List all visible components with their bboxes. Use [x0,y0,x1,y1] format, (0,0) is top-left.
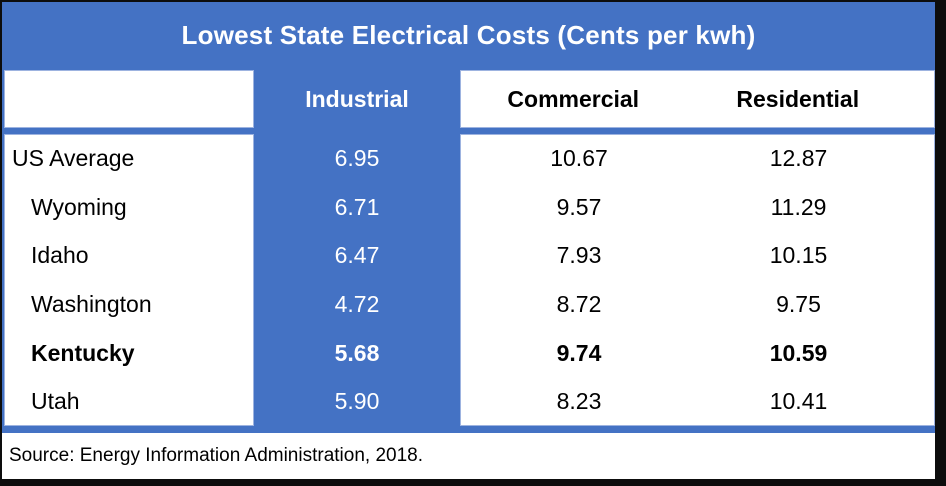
header-residential: Residential [736,85,860,112]
values-column-background [460,134,935,426]
table-row: Wyoming 6.71 9.57 11.29 [2,183,935,232]
industrial-value: 5.68 [334,339,380,366]
residential-value: 10.59 [769,339,828,366]
header-commercial: Commercial [507,85,640,112]
table-row: Idaho 6.47 7.93 10.15 [2,231,935,280]
table-row: Washington 4.72 8.72 9.75 [2,280,935,329]
row-label: Wyoming [31,193,127,220]
table-header-row: Industrial Commercial Residential [2,70,935,128]
table-row: Kentucky 5.68 9.74 10.59 [2,329,935,378]
residential-value: 10.15 [769,242,828,269]
residential-value: 9.75 [776,290,821,317]
state-column-background [4,134,254,426]
row-label: Utah [31,388,80,415]
residential-value: 12.87 [769,144,828,171]
table-body-rows: US Average 6.95 10.67 12.87 Wyoming 6.71… [2,134,935,426]
row-label: Idaho [31,242,89,269]
header-industrial: Industrial [305,85,409,112]
table-row: US Average 6.95 10.67 12.87 [2,134,935,183]
table-row: Utah 5.90 8.23 10.41 [2,377,935,426]
row-label: US Average [12,144,135,171]
industrial-value: 5.90 [334,388,380,415]
industrial-value: 6.95 [334,144,380,171]
table-body: US Average 6.95 10.67 12.87 Wyoming 6.71… [2,134,935,426]
source-note: Source: Energy Information Administratio… [2,433,935,479]
row-label: Washington [31,290,152,317]
commercial-value: 9.74 [556,339,602,366]
residential-value: 11.29 [770,193,827,220]
commercial-value: 8.72 [556,290,602,317]
commercial-value: 7.93 [556,242,602,269]
industrial-value: 4.72 [334,290,380,317]
industrial-value: 6.71 [334,193,380,220]
commercial-value: 10.67 [550,144,608,171]
row-label: Kentucky [31,339,135,366]
table-title: Lowest State Electrical Costs (Cents per… [181,19,756,50]
commercial-value: 8.23 [556,388,602,415]
commercial-value: 9.57 [556,193,602,220]
header-right-group: Commercial Residential [460,70,935,128]
residential-value: 10.41 [769,388,828,415]
header-empty-cell [4,70,254,128]
industrial-value: 6.47 [334,242,380,269]
